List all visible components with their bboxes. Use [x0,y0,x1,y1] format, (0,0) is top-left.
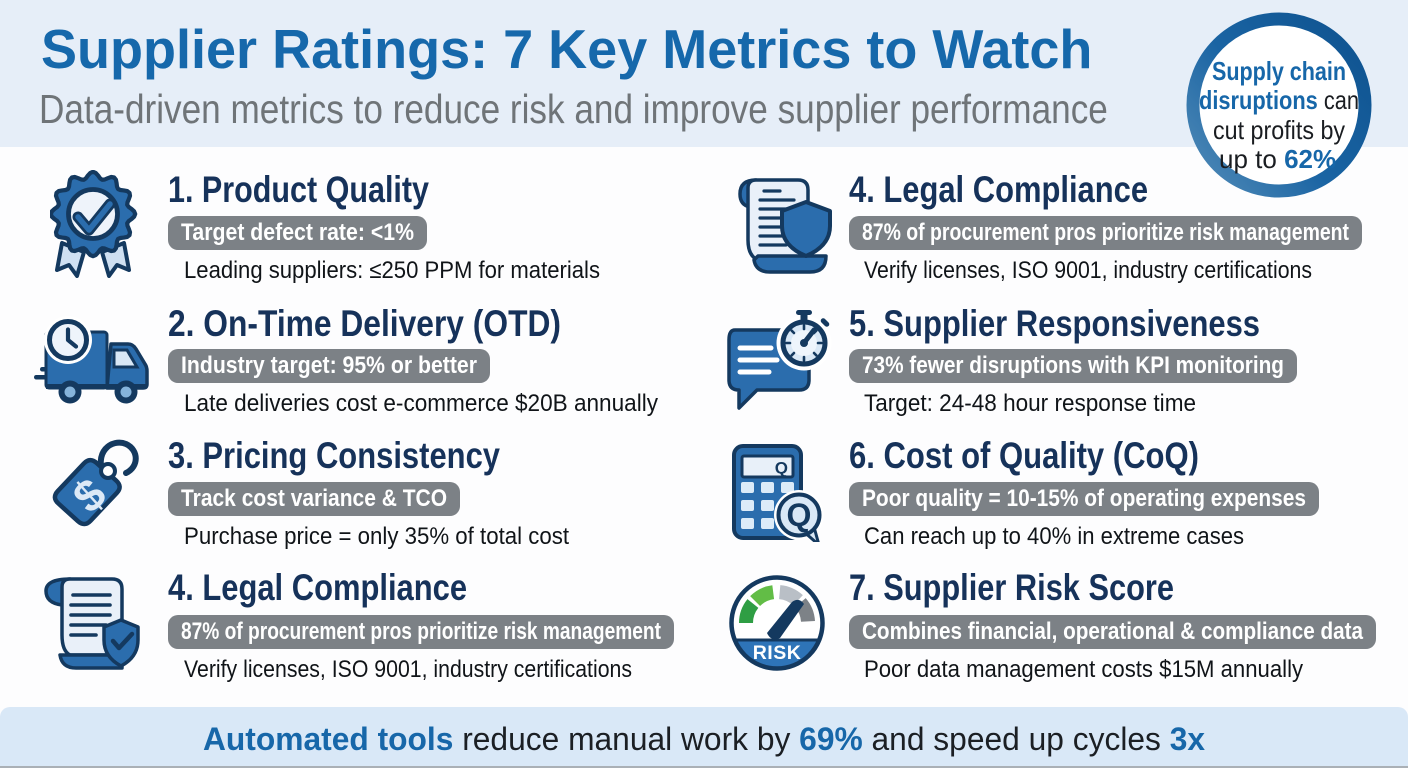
svg-text:RISK: RISK [753,642,802,664]
svg-text:Q: Q [787,497,812,533]
svg-text:Q: Q [775,459,788,478]
